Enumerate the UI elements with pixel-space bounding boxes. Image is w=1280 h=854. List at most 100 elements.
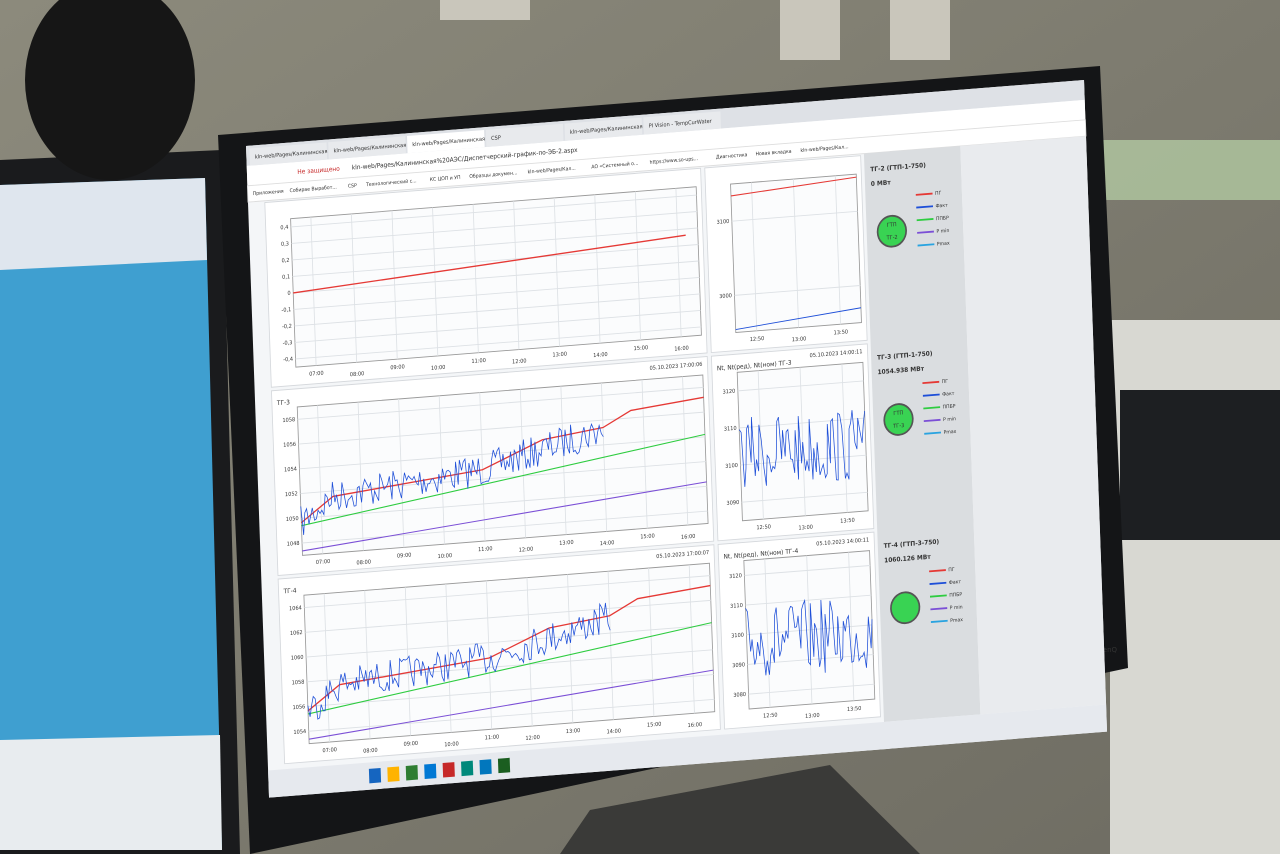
x-tick-label: 12:00 <box>519 546 534 553</box>
grid-line <box>301 485 707 519</box>
bookmark[interactable]: Приложения <box>253 189 284 198</box>
y-tick-label: 1060 <box>291 655 304 662</box>
y-tick-label: -0,2 <box>282 324 292 331</box>
bookmark[interactable]: CSP <box>348 183 357 190</box>
grid-line <box>398 398 405 548</box>
grid-line <box>404 587 411 736</box>
taskbar-icon[interactable] <box>405 765 418 781</box>
legend-swatch <box>929 581 947 585</box>
taskbar-icon[interactable] <box>479 759 492 775</box>
taskbar <box>268 704 1108 798</box>
x-tick-label: 14:00 <box>600 540 615 547</box>
y-tick-label: 3100 <box>725 463 738 470</box>
bookmark[interactable]: Новая вкладка <box>755 149 791 158</box>
tab-title: CSP <box>491 135 501 142</box>
y-tick-label: 1054 <box>284 466 298 473</box>
left-screen-table <box>0 735 222 850</box>
bookmark[interactable]: Образцы докумен... <box>469 170 517 180</box>
taskbar-icon[interactable] <box>424 763 437 779</box>
taskbar-icon[interactable] <box>368 767 382 784</box>
tab[interactable] <box>328 136 406 160</box>
grid-line <box>792 179 800 328</box>
chart-stamp: 05.10.2023 14:00:11 <box>816 537 869 547</box>
grid-line <box>290 194 697 228</box>
x-tick-label: 10:00 <box>444 741 459 748</box>
x-tick-label: 16:00 <box>674 345 689 352</box>
x-tick-label: 07:00 <box>316 559 331 566</box>
grid-line <box>294 293 700 327</box>
x-tick-label: 08:00 <box>350 371 365 378</box>
panel-switch <box>890 0 950 60</box>
x-tick-label: 13:00 <box>566 728 581 735</box>
traces <box>293 234 686 294</box>
x-tick-label: 12:00 <box>512 358 527 365</box>
bookmark[interactable]: Диагностика <box>716 152 748 161</box>
y-tick-label: 3100 <box>731 632 744 639</box>
y-tick-label: 3090 <box>726 500 739 507</box>
bookmark[interactable]: Собирае Выработ... <box>290 184 337 194</box>
bookmark[interactable]: Технологический с... <box>365 177 417 188</box>
grid-line <box>641 379 648 529</box>
tab[interactable] <box>249 142 328 166</box>
grid-line <box>302 510 708 544</box>
y-tick-label: 3110 <box>730 603 743 610</box>
x-tick-label: 12:50 <box>750 336 765 343</box>
y-tick-label: 1056 <box>292 704 305 711</box>
traces <box>738 410 865 487</box>
tab[interactable] <box>406 129 485 154</box>
x-tick-label: 15:00 <box>640 533 655 540</box>
legend-swatch <box>915 192 933 196</box>
security-label: Не защищено <box>297 165 340 176</box>
y-tick-label: 1056 <box>283 442 296 449</box>
left-screen-header <box>0 178 207 270</box>
taskbar-icon[interactable] <box>497 757 511 774</box>
grid-line <box>513 201 520 350</box>
grid-line <box>323 593 330 743</box>
legend-label: Факт <box>942 391 955 398</box>
grid-line <box>291 211 698 244</box>
grid-line <box>298 411 705 445</box>
taskbar-icon[interactable] <box>442 762 455 778</box>
bookmark[interactable]: https://www.so-ups... <box>650 156 699 166</box>
grid-line <box>675 188 682 337</box>
grid-line <box>310 217 317 366</box>
taskbar-icon[interactable] <box>461 760 474 777</box>
grid-line <box>560 386 567 535</box>
grid-line <box>300 461 706 494</box>
y-tick-label: 0,4 <box>280 225 289 232</box>
legend-label: Pmax <box>950 617 963 624</box>
legend-swatch <box>930 607 948 611</box>
x-tick-label: 13:50 <box>840 517 855 524</box>
x-tick-label: 09:00 <box>390 364 405 371</box>
x-tick-label: 08:00 <box>363 747 378 754</box>
legend-label: Факт <box>949 579 962 586</box>
grid-line <box>307 674 714 707</box>
y-tick-label: 3080 <box>733 692 746 699</box>
grid-line <box>304 575 710 609</box>
badge-label: ГТП <box>893 410 903 417</box>
y-tick-label: 3090 <box>732 662 745 669</box>
bookmark[interactable]: kln-web/Pages/Кал... <box>527 166 575 176</box>
taskbar-icon[interactable] <box>387 766 400 782</box>
bookmark[interactable]: kln-web/Pages/Кал... <box>800 144 848 154</box>
trace <box>301 433 706 527</box>
units-panel <box>863 146 981 722</box>
grid-line <box>293 277 700 310</box>
x-tick-label: 07:00 <box>322 747 337 754</box>
grid-line <box>479 392 486 542</box>
bookmark[interactable]: АО «Системный о... <box>591 160 638 171</box>
grid-line <box>317 405 324 554</box>
tab[interactable] <box>643 111 722 135</box>
badge-label: ТГ-3 <box>892 423 904 430</box>
trace <box>745 598 873 676</box>
grid-line <box>391 210 398 360</box>
x-tick-label: 14:00 <box>606 728 621 735</box>
bookmark[interactable]: КС ЦОП и УП <box>430 175 461 184</box>
unit-title: ТГ-3 (ГТП-1-750) <box>877 350 933 362</box>
chart-title: ТГ-4 <box>283 587 297 595</box>
tab[interactable] <box>564 117 643 141</box>
status-badge <box>890 591 921 625</box>
chart-stamp: 05.10.2023 17:00:06 <box>649 362 702 372</box>
tab[interactable] <box>485 123 564 148</box>
legend-swatch <box>923 418 941 423</box>
